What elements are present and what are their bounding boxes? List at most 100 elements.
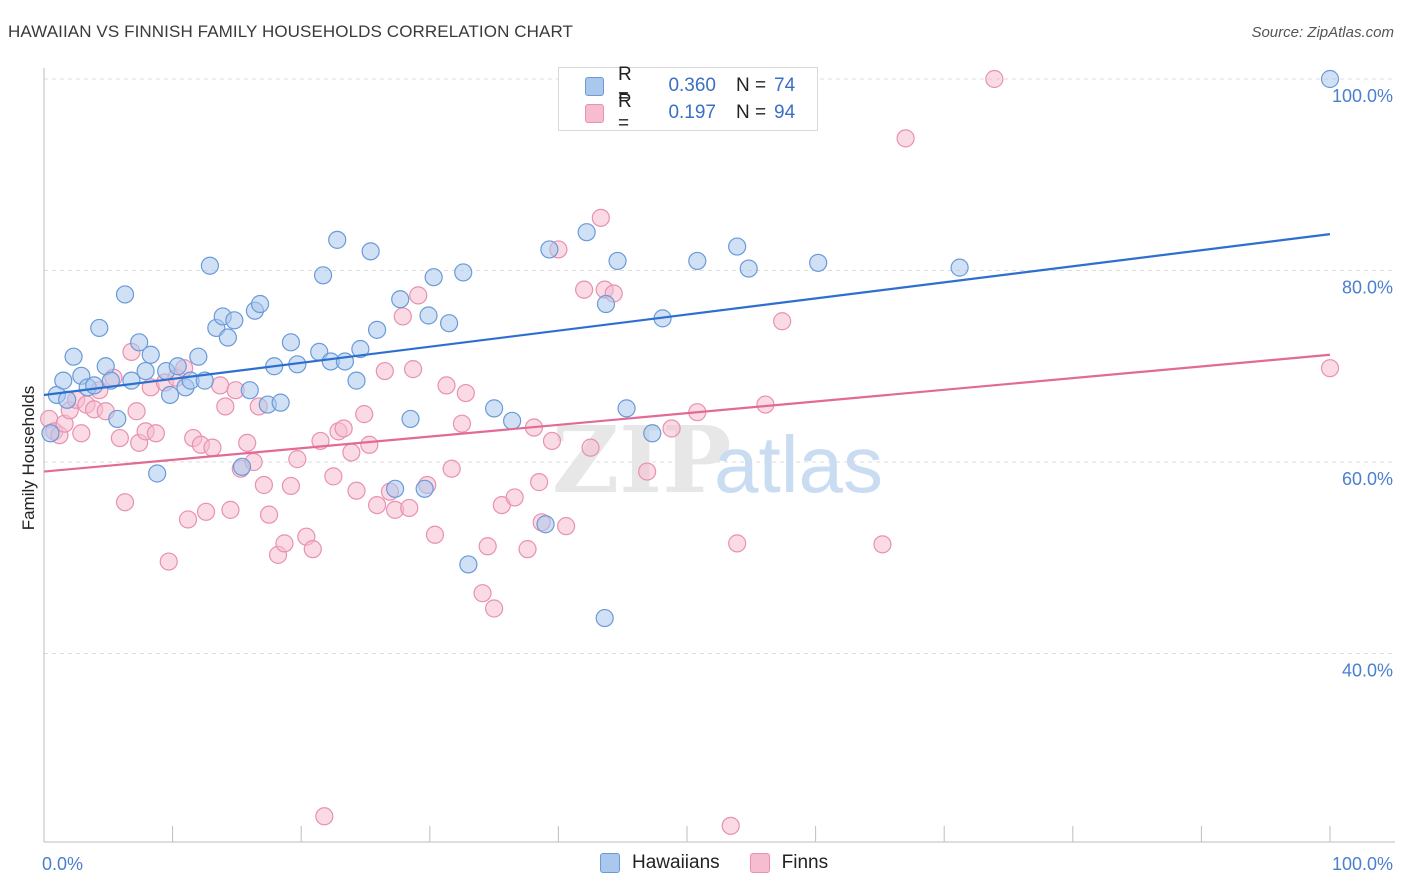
finns-point — [203, 438, 222, 457]
finns-point — [581, 438, 600, 457]
finns-point — [873, 535, 892, 554]
hawaiians-point — [85, 376, 104, 395]
hawaiians-point — [459, 555, 478, 574]
hawaiians-point — [739, 259, 758, 278]
r-label: R = — [618, 91, 632, 134]
finns-point — [355, 405, 374, 424]
finns-point — [505, 488, 524, 507]
finns-point — [473, 584, 492, 603]
hawaiians-point — [130, 333, 149, 352]
hawaiians-point — [688, 251, 707, 271]
hawaiians-point — [361, 242, 380, 261]
legend-label-hawaiians: Hawaiians — [632, 852, 720, 873]
finns-point — [557, 517, 576, 536]
finns-point — [347, 481, 366, 500]
hawaiians-point — [64, 347, 83, 366]
finns-point — [542, 431, 562, 451]
hawaiians-point — [401, 409, 420, 429]
hawaiians-point — [54, 371, 73, 390]
hawaiians-legend-swatch — [600, 853, 620, 873]
hawaiians-point — [281, 333, 301, 352]
hawaiians-point — [503, 411, 522, 430]
finns-point — [281, 476, 301, 496]
hawaiians-point — [415, 479, 434, 498]
r-value: 0.197 — [668, 102, 716, 123]
finns-point — [721, 816, 740, 835]
legend-item-finns[interactable]: Finns — [749, 852, 828, 874]
finns-point — [442, 459, 461, 478]
hawaiians-point — [351, 339, 370, 359]
hawaiians-point — [424, 268, 443, 287]
r-label: R = — [618, 64, 632, 107]
hawaiians-swatch — [585, 76, 604, 96]
hawaiians-point — [367, 320, 387, 339]
finns-point — [324, 467, 343, 486]
finns-point — [425, 525, 445, 544]
finns-point — [403, 360, 423, 379]
hawaiians-point — [136, 361, 155, 381]
y-tick-label: 40.0% — [1342, 661, 1393, 681]
hawaiians-point — [540, 240, 559, 259]
finns-points — [40, 69, 1340, 835]
x-tick-label: 100.0% — [1332, 854, 1393, 874]
hawaiians-point — [148, 464, 167, 483]
hawaiians-point — [200, 256, 219, 275]
n-label: N = — [736, 75, 767, 96]
source-label: Source: ZipAtlas.com — [1251, 24, 1394, 41]
finns-swatch — [585, 103, 604, 123]
y-tick-label: 100.0% — [1332, 86, 1393, 106]
finns-point — [452, 414, 472, 433]
watermark-atlas: atlas — [714, 420, 883, 509]
hawaiians-point — [271, 393, 290, 412]
finns-point — [159, 552, 178, 571]
hawaiians-point — [115, 285, 135, 304]
hawaiians-point — [728, 237, 747, 256]
finns-point — [1320, 359, 1340, 378]
hawaiians-point — [385, 479, 405, 498]
finns-point — [375, 361, 394, 381]
watermark: ZIP atlas — [552, 406, 883, 514]
finns-point — [303, 540, 322, 559]
finns-point — [72, 424, 91, 443]
finns-legend-swatch — [749, 853, 770, 873]
r-value: 0.360 — [668, 75, 716, 96]
finns-point — [456, 383, 475, 403]
finns-point — [315, 807, 334, 826]
finns-point — [591, 208, 610, 227]
finns-point — [662, 419, 681, 438]
hawaiians-point — [617, 399, 636, 418]
series-legend: Hawaiians Finns — [600, 852, 858, 874]
hawaiians-point — [250, 294, 270, 314]
hawaiians-point — [454, 263, 473, 282]
finns-point — [367, 495, 387, 515]
finns-point — [221, 500, 240, 519]
hawaiians-point — [485, 399, 504, 418]
finns-point — [518, 540, 537, 559]
finns-point — [393, 307, 412, 326]
hawaiians-point — [419, 306, 438, 325]
legend-item-hawaiians[interactable]: Hawaiians — [600, 852, 720, 874]
hawaiians-point — [328, 230, 347, 249]
hawaiians-point — [41, 424, 60, 443]
finns-point — [211, 376, 230, 395]
finns-point — [400, 498, 419, 518]
hawaiians-point — [141, 345, 160, 364]
finns-point — [360, 435, 379, 454]
hawaiians-point — [240, 381, 259, 400]
hawaiians-point — [643, 424, 662, 443]
chart-title: HAWAIIAN VS FINNISH FAMILY HOUSEHOLDS CO… — [8, 22, 574, 41]
y-axis-label: Family Households — [19, 386, 38, 531]
hawaiians-point — [347, 371, 366, 390]
hawaiians-point — [313, 266, 333, 285]
hawaiians-point — [160, 385, 180, 405]
hawaiians-point — [439, 314, 459, 333]
n-value: 94 — [774, 102, 796, 123]
finns-point — [530, 473, 549, 492]
n-value: 74 — [774, 75, 796, 96]
finns-point — [259, 505, 279, 524]
finns-point — [178, 510, 198, 529]
finns-point — [238, 433, 257, 452]
hawaiians-point — [950, 258, 969, 277]
hawaiians-point — [101, 371, 120, 390]
